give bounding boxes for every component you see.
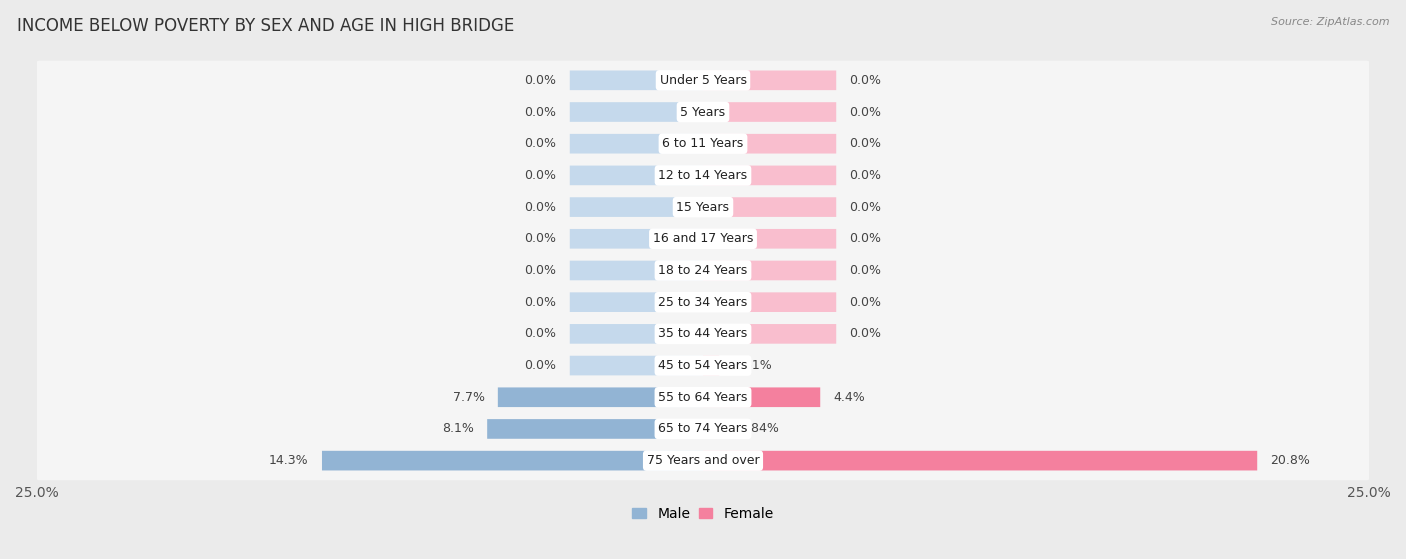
Text: 0.84%: 0.84%: [738, 423, 779, 435]
FancyBboxPatch shape: [35, 346, 1371, 385]
Text: 0.0%: 0.0%: [849, 296, 882, 309]
FancyBboxPatch shape: [703, 324, 837, 344]
Text: 16 and 17 Years: 16 and 17 Years: [652, 233, 754, 245]
Text: 0.0%: 0.0%: [524, 74, 557, 87]
FancyBboxPatch shape: [35, 156, 1371, 195]
Text: 0.0%: 0.0%: [849, 264, 882, 277]
FancyBboxPatch shape: [498, 387, 703, 407]
Text: 20.8%: 20.8%: [1271, 454, 1310, 467]
Text: 75 Years and over: 75 Years and over: [647, 454, 759, 467]
Legend: Male, Female: Male, Female: [633, 506, 773, 520]
FancyBboxPatch shape: [569, 292, 703, 312]
FancyBboxPatch shape: [703, 70, 837, 90]
Text: 0.61%: 0.61%: [733, 359, 772, 372]
FancyBboxPatch shape: [35, 441, 1371, 480]
FancyBboxPatch shape: [703, 419, 725, 439]
Text: 0.0%: 0.0%: [849, 233, 882, 245]
FancyBboxPatch shape: [569, 229, 703, 249]
Text: 0.0%: 0.0%: [849, 106, 882, 119]
FancyBboxPatch shape: [703, 197, 837, 217]
Text: 35 to 44 Years: 35 to 44 Years: [658, 328, 748, 340]
Text: 7.7%: 7.7%: [453, 391, 485, 404]
FancyBboxPatch shape: [486, 419, 703, 439]
FancyBboxPatch shape: [35, 61, 1371, 100]
FancyBboxPatch shape: [35, 219, 1371, 258]
Text: Source: ZipAtlas.com: Source: ZipAtlas.com: [1271, 17, 1389, 27]
FancyBboxPatch shape: [569, 102, 703, 122]
Text: 0.0%: 0.0%: [524, 201, 557, 214]
FancyBboxPatch shape: [703, 387, 820, 407]
FancyBboxPatch shape: [569, 70, 703, 90]
Text: 25 to 34 Years: 25 to 34 Years: [658, 296, 748, 309]
FancyBboxPatch shape: [35, 377, 1371, 417]
Text: INCOME BELOW POVERTY BY SEX AND AGE IN HIGH BRIDGE: INCOME BELOW POVERTY BY SEX AND AGE IN H…: [17, 17, 515, 35]
FancyBboxPatch shape: [35, 282, 1371, 322]
FancyBboxPatch shape: [35, 187, 1371, 227]
Text: 0.0%: 0.0%: [524, 296, 557, 309]
Text: 14.3%: 14.3%: [269, 454, 309, 467]
FancyBboxPatch shape: [35, 251, 1371, 290]
Text: 0.0%: 0.0%: [524, 359, 557, 372]
FancyBboxPatch shape: [569, 197, 703, 217]
FancyBboxPatch shape: [703, 134, 837, 154]
FancyBboxPatch shape: [703, 292, 837, 312]
FancyBboxPatch shape: [703, 260, 837, 280]
Text: 0.0%: 0.0%: [524, 233, 557, 245]
FancyBboxPatch shape: [703, 451, 1257, 471]
FancyBboxPatch shape: [569, 134, 703, 154]
FancyBboxPatch shape: [35, 124, 1371, 163]
FancyBboxPatch shape: [35, 409, 1371, 448]
FancyBboxPatch shape: [569, 324, 703, 344]
Text: 0.0%: 0.0%: [524, 137, 557, 150]
Text: 0.0%: 0.0%: [849, 201, 882, 214]
Text: 5 Years: 5 Years: [681, 106, 725, 119]
Text: 0.0%: 0.0%: [524, 169, 557, 182]
Text: 0.0%: 0.0%: [849, 328, 882, 340]
Text: 18 to 24 Years: 18 to 24 Years: [658, 264, 748, 277]
FancyBboxPatch shape: [569, 356, 703, 376]
Text: 12 to 14 Years: 12 to 14 Years: [658, 169, 748, 182]
FancyBboxPatch shape: [569, 260, 703, 280]
Text: 45 to 54 Years: 45 to 54 Years: [658, 359, 748, 372]
FancyBboxPatch shape: [703, 356, 720, 376]
Text: Under 5 Years: Under 5 Years: [659, 74, 747, 87]
Text: 0.0%: 0.0%: [849, 137, 882, 150]
Text: 8.1%: 8.1%: [441, 423, 474, 435]
Text: 4.4%: 4.4%: [834, 391, 865, 404]
Text: 0.0%: 0.0%: [849, 169, 882, 182]
FancyBboxPatch shape: [569, 165, 703, 185]
FancyBboxPatch shape: [703, 165, 837, 185]
Text: 0.0%: 0.0%: [849, 74, 882, 87]
Text: 0.0%: 0.0%: [524, 264, 557, 277]
Text: 65 to 74 Years: 65 to 74 Years: [658, 423, 748, 435]
Text: 0.0%: 0.0%: [524, 328, 557, 340]
Text: 15 Years: 15 Years: [676, 201, 730, 214]
Text: 6 to 11 Years: 6 to 11 Years: [662, 137, 744, 150]
Text: 0.0%: 0.0%: [524, 106, 557, 119]
FancyBboxPatch shape: [35, 92, 1371, 132]
Text: 55 to 64 Years: 55 to 64 Years: [658, 391, 748, 404]
FancyBboxPatch shape: [703, 102, 837, 122]
FancyBboxPatch shape: [35, 314, 1371, 353]
FancyBboxPatch shape: [322, 451, 703, 471]
FancyBboxPatch shape: [703, 229, 837, 249]
